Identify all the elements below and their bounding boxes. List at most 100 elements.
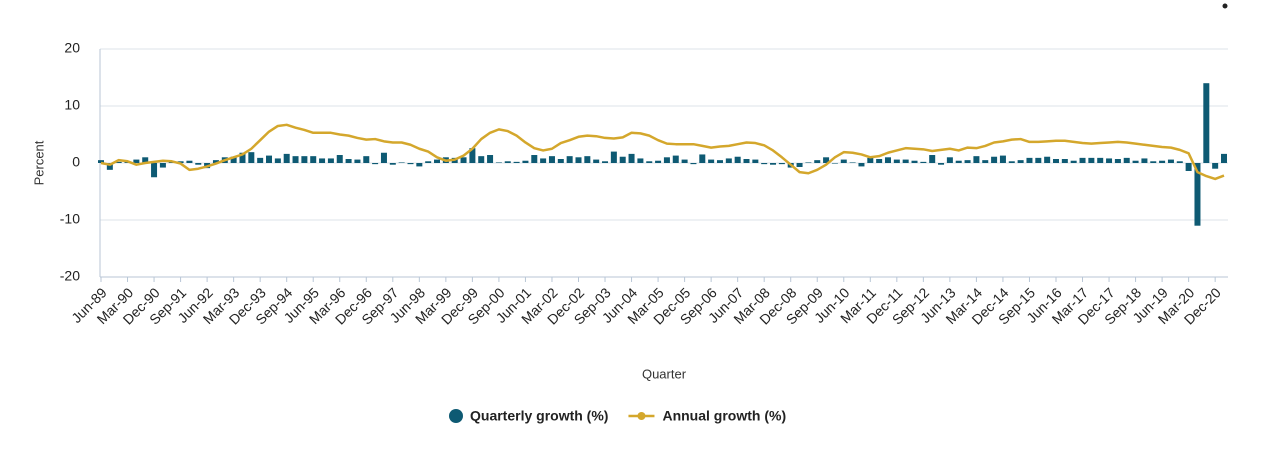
legend-item[interactable]: Annual growth (%) [628,408,786,424]
bar [274,158,281,163]
bar [805,162,812,163]
bar [257,157,264,163]
bar [142,157,149,163]
y-tick-label: -10 [60,211,80,227]
bar [1114,159,1121,163]
bar [929,155,936,163]
bar [133,159,140,163]
bar [487,155,494,163]
bar [831,163,838,164]
bar [725,158,732,163]
bar [495,162,502,163]
bar [1141,158,1148,163]
bar [902,159,909,163]
bar [1026,157,1033,163]
bar [973,156,980,163]
bar [513,161,520,163]
bar [248,152,255,163]
bar [398,162,405,163]
bar [1167,159,1174,163]
bar [681,159,688,163]
bar [716,160,723,163]
bar [1132,160,1139,163]
bar [964,160,971,163]
bar [354,159,361,163]
legend-swatch-dot [637,412,646,420]
bar [186,160,193,163]
bar [407,163,414,165]
legend-swatch [449,409,463,423]
bar [301,156,308,163]
bar [991,156,998,163]
bar [1185,163,1192,171]
legend-item[interactable]: Quarterly growth (%) [449,408,608,424]
bar [690,163,697,165]
bar [743,159,750,163]
bar [1097,157,1104,163]
bar [1212,163,1219,169]
bar [380,152,387,163]
bar [1176,161,1183,163]
bar [946,157,953,163]
bar [363,156,370,163]
x-axis-title: Quarter [642,366,687,381]
bar [637,158,644,163]
bar [425,161,432,163]
legend-label: Annual growth (%) [662,408,786,424]
bar [938,163,945,165]
bar [619,156,626,163]
bar [584,156,591,163]
bar [999,155,1006,163]
bar [230,156,237,163]
bar [548,156,555,163]
bar [504,161,511,163]
bar [434,159,441,163]
bar [1044,156,1051,163]
bar [1106,158,1113,163]
bar [823,157,830,163]
bar [310,156,317,163]
bar [761,163,768,165]
bar [752,159,759,163]
bar [478,156,485,163]
bar [770,163,777,165]
bar [1088,157,1095,163]
bar [372,163,379,165]
bar [336,155,343,163]
menu-dot[interactable] [1222,3,1228,9]
bar [177,161,184,163]
bar [522,160,529,163]
bar [699,154,706,163]
bar [1159,160,1166,163]
bar [1052,159,1059,163]
bar [319,158,326,163]
bar [575,157,582,163]
bar [531,155,538,163]
bar [708,159,715,163]
y-tick-label: -20 [60,268,80,284]
bar [540,158,547,163]
bar [1150,161,1157,163]
bar [849,162,856,163]
y-axis-title: Percent [31,140,46,185]
bar [911,160,918,163]
bar [557,159,564,163]
bar [195,163,202,165]
bar [840,159,847,163]
bar [893,159,900,163]
bar [1070,160,1077,163]
bar [460,157,467,163]
bar [1035,157,1042,163]
bar [955,160,962,163]
bar [593,159,600,163]
bar [1221,153,1227,163]
bar [628,153,635,163]
bar [1008,161,1015,163]
menu-icon[interactable] [1222,3,1228,9]
y-tick-label: 0 [72,154,80,170]
bar [566,156,573,163]
bar [239,152,246,163]
bar [115,161,122,163]
bar [292,156,299,163]
